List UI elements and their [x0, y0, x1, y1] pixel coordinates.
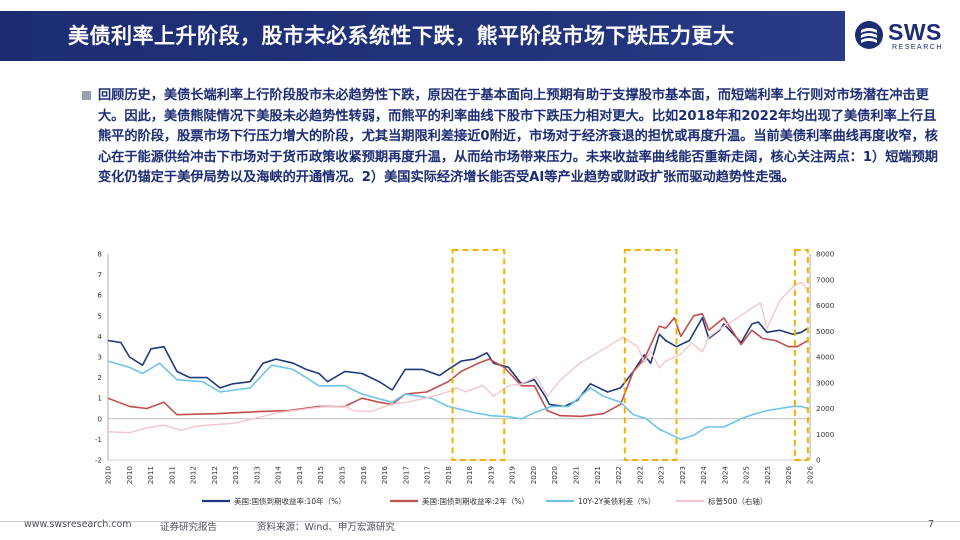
series-line-1 [107, 317, 809, 408]
y-right-tick-label: 4000 [816, 353, 835, 362]
y-right-tick-label: 0 [816, 456, 821, 465]
bullet-square-icon [82, 91, 91, 100]
x-tick-label: 2013 [252, 466, 261, 484]
y-left-tick-label: 0 [97, 414, 102, 423]
logo-sub-text: RESEARCH [892, 44, 943, 51]
x-tick-label: 2016 [359, 466, 368, 485]
x-tick-label: 2018 [465, 466, 474, 485]
x-tick-label: 2024 [699, 466, 708, 485]
y-left-tick-label: 3 [97, 353, 102, 362]
x-tick-label: 2014 [274, 466, 283, 485]
x-tick-label: 2013 [231, 466, 240, 484]
x-tick-label: 2017 [401, 466, 410, 484]
x-tick-label: 2012 [210, 466, 219, 484]
y-left-tick-label: 6 [97, 291, 102, 300]
x-tick-label: 2016 [380, 466, 389, 485]
y-right-tick-label: 1000 [816, 430, 835, 439]
footer-website[interactable]: www.swsresearch.com [24, 519, 132, 530]
legend-label: 10Y-2Y美债利差（%） [578, 496, 655, 506]
x-tick-label: 2024 [720, 466, 729, 485]
logo-mark-icon [855, 21, 883, 49]
series-line-3 [107, 360, 809, 441]
highlight-box [623, 249, 678, 461]
x-tick-label: 2014 [295, 466, 304, 485]
x-tick-label: 2021 [593, 466, 602, 484]
x-tick-label: 2026 [806, 466, 815, 485]
y-right-tick-label: 5000 [816, 327, 835, 336]
x-tick-label: 2020 [529, 466, 538, 485]
x-tick-label: 2017 [423, 466, 432, 484]
footer-divider [0, 521, 960, 522]
x-tick-label: 2012 [189, 466, 198, 484]
legend-label: 美国:国债到期收益率:2年（%） [422, 496, 529, 506]
y-left-tick-label: 8 [97, 250, 102, 259]
series-line-4 [107, 281, 809, 434]
logo-sws-text: SWS [888, 19, 942, 45]
legend-label: 美国:国债到期收益率:10年（%） [234, 496, 346, 506]
rates-chart: -2 -1 0 1 2 3 4 5 6 7 8 0 1000 2000 3000 4000 5000 6000 70… [95, 249, 835, 506]
footer-source: 资料来源：Wind、申万宏源研究 [257, 522, 395, 533]
y-right-tick-label: 8000 [816, 250, 835, 259]
y-right-tick-label: 6000 [816, 301, 835, 310]
x-tick-label: 2011 [167, 466, 176, 484]
x-tick-label: 2010 [104, 466, 113, 485]
x-tick-label: 2011 [146, 466, 155, 484]
highlight-box [451, 249, 506, 461]
x-tick-label: 2023 [657, 466, 666, 484]
y-left-tick-label: 1 [97, 394, 102, 403]
page-title: 美债利率上升阶段，股市未必系统性下跌，熊平阶段市场下跌压力更大 [68, 24, 735, 48]
x-tick-label: 2025 [763, 466, 772, 484]
highlight-box [793, 249, 809, 461]
y-left-tick-label: 2 [97, 373, 102, 382]
footer-page-number: 7 [928, 519, 935, 530]
x-tick-label: 2025 [742, 466, 751, 484]
x-tick-label: 2026 [784, 466, 793, 485]
x-tick-label: 2022 [635, 466, 644, 484]
y-right-tick-label: 3000 [816, 378, 835, 387]
x-tick-label: 2023 [678, 466, 687, 484]
company-logo: SWS RESEARCH [852, 18, 952, 54]
series-line-2 [107, 312, 809, 418]
x-tick-label: 2019 [508, 466, 517, 485]
x-tick-label: 2019 [486, 466, 495, 485]
y-left-tick-label: -2 [95, 456, 102, 465]
x-tick-label: 2015 [316, 466, 325, 484]
y-left-tick-label: 7 [97, 270, 102, 279]
x-tick-label: 2021 [572, 466, 581, 484]
header: 美债利率上升阶段，股市未必系统性下跌，熊平阶段市场下跌压力更大 SWS RESE… [0, 0, 960, 68]
title-bar [0, 11, 845, 61]
y-right-tick-label: 7000 [816, 275, 835, 284]
footer-doc-type: 证券研究报告 [160, 522, 218, 533]
x-tick-label: 2010 [125, 466, 134, 485]
x-tick-label: 2015 [338, 466, 347, 484]
y-left-tick-label: 5 [97, 311, 102, 320]
body-paragraph: 回顾历史，美债长端利率上行阶段股市未必趋势性下跌，原因在于基本面向上预期有助于支… [98, 88, 938, 185]
y-left-tick-label: -1 [95, 435, 102, 444]
x-tick-label: 2020 [550, 466, 559, 485]
y-right-tick-label: 2000 [816, 404, 835, 413]
y-left-tick-label: 4 [97, 332, 102, 341]
legend-label: 标普500（右轴） [708, 496, 767, 506]
x-tick-label: 2018 [444, 466, 453, 485]
x-tick-label: 2022 [614, 466, 623, 484]
